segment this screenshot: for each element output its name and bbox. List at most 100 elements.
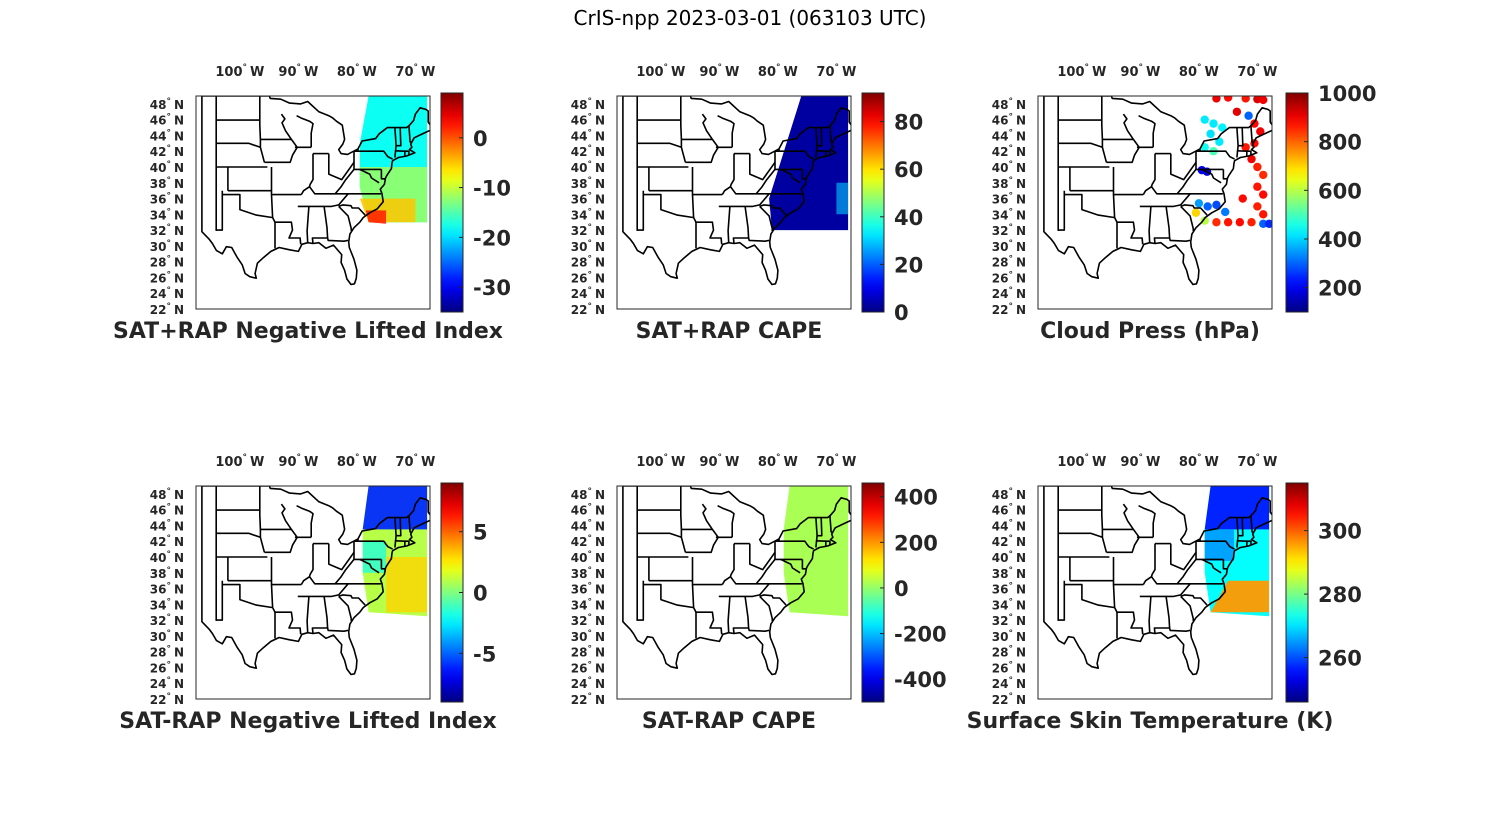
lat-tick-label: 44° N — [150, 518, 184, 533]
state-line — [732, 596, 750, 634]
state-line — [642, 190, 694, 219]
lat-tick-label: 28° N — [992, 255, 1026, 270]
state-line — [408, 515, 412, 534]
state-line — [270, 194, 302, 245]
map-panel-5: 100° W 90° W 80° W 70° W 48° N 46° N 44° N 42° N 40° N 38°… — [507, 446, 1111, 749]
colorbar-tick-label: 600 — [1318, 179, 1362, 203]
state-line — [270, 167, 302, 196]
colorbar-tick-label: 400 — [894, 486, 938, 510]
lat-tick-label: 36° N — [150, 192, 184, 207]
state-line — [1063, 190, 1115, 219]
data-point — [1264, 219, 1272, 228]
state-line — [297, 583, 349, 598]
data-layer — [769, 96, 849, 231]
state-line — [691, 167, 723, 196]
state-line — [1101, 139, 1108, 163]
state-line — [718, 193, 770, 208]
lat-tick-label: 22° N — [150, 302, 184, 317]
lat-tick-label: 48° N — [150, 487, 184, 502]
state-line — [1139, 193, 1191, 208]
lat-tick-label: 30° N — [150, 239, 184, 254]
state-line — [359, 558, 380, 574]
state-line — [642, 580, 694, 609]
state-line — [759, 595, 774, 621]
state-line — [759, 204, 787, 216]
lat-tick-label: 48° N — [150, 97, 184, 112]
data-point — [1259, 96, 1268, 105]
state-line — [270, 584, 302, 635]
state-line — [1150, 576, 1223, 585]
data-point — [1191, 208, 1201, 217]
state-line — [755, 168, 776, 195]
state-line — [1142, 153, 1156, 196]
panel-title: SAT-RAP CAPE — [641, 709, 817, 734]
data-swath — [386, 557, 428, 613]
state-line — [396, 517, 402, 537]
colorbar-tick-label: 20 — [894, 253, 923, 277]
state-line — [1122, 503, 1135, 530]
lat-tick-label: 40° N — [571, 550, 605, 565]
data-layer — [783, 486, 849, 617]
us-coastline — [201, 486, 430, 676]
lat-tick-label: 32° N — [992, 613, 1026, 628]
state-line — [380, 559, 386, 570]
data-point — [1259, 170, 1268, 180]
colorbar — [861, 482, 885, 703]
lat-tick-label: 42° N — [992, 534, 1026, 549]
lat-tick-label: 24° N — [150, 676, 184, 691]
state-line — [1246, 150, 1252, 156]
data-point — [1203, 202, 1212, 211]
state-line — [380, 169, 386, 180]
map-panel-2: 100° W 90° W 80° W 70° W 48° N 46° N 44° N 42° N 40° N 38°… — [507, 56, 1111, 359]
state-line — [258, 96, 292, 141]
state-line — [815, 517, 818, 548]
lat-tick-label: 44° N — [571, 128, 605, 143]
lat-tick-label: 38° N — [150, 176, 184, 191]
colorbar-tick-label: 40 — [894, 206, 923, 230]
map-svg: 100° W 90° W 80° W 70° W 48° N46° N44° N42° N40° N38°… — [571, 63, 923, 325]
lat-tick-label: 24° N — [992, 286, 1026, 301]
lat-tick-label: 34° N — [150, 207, 184, 222]
panel-title: SAT+RAP CAPE — [635, 319, 823, 344]
lat-tick-label: 30° N — [992, 239, 1026, 254]
figure-title: CrIS-npp 2023-03-01 (063103 UTC) — [573, 6, 927, 30]
lon-tick-label: 70° W — [395, 453, 435, 470]
state-line — [358, 150, 393, 160]
state-line — [829, 515, 833, 534]
data-point — [1253, 202, 1262, 211]
colorbar-tick-label: 0 — [894, 301, 909, 325]
lat-tick-label: 24° N — [571, 676, 605, 691]
state-line — [1058, 584, 1066, 621]
state-line — [779, 540, 814, 550]
lat-tick-label: 36° N — [992, 192, 1026, 207]
data-layer — [1191, 96, 1272, 228]
axes-frame — [616, 485, 852, 700]
lat-tick-label: 36° N — [992, 582, 1026, 597]
state-boundaries — [1043, 486, 1272, 676]
state-line — [637, 584, 645, 621]
state-line — [679, 486, 713, 531]
state-line — [338, 595, 353, 621]
state-line — [801, 559, 807, 570]
state-line — [1180, 594, 1208, 606]
data-point — [1259, 210, 1268, 219]
colorbar-tick-label: 260 — [1318, 647, 1362, 671]
lon-tick-label: 70° W — [1237, 453, 1277, 470]
state-line — [780, 558, 801, 574]
lat-tick-label: 32° N — [150, 223, 184, 238]
lat-tick-label: 28° N — [571, 645, 605, 660]
axes-frame — [195, 485, 431, 700]
lat-tick-label: 46° N — [150, 503, 184, 518]
map-svg: 100° W 90° W 80° W 70° W 48° N46° N44° N42° N40° N38°… — [150, 63, 511, 317]
lon-tick-label: 90° W — [278, 453, 318, 470]
state-line — [1142, 543, 1156, 586]
state-line — [1153, 596, 1171, 634]
colorbar-tick-label: 60 — [894, 158, 923, 182]
state-line — [404, 540, 410, 546]
colorbar-tick-label: 0 — [473, 582, 488, 606]
lat-tick-label: 46° N — [992, 503, 1026, 518]
data-point — [1253, 182, 1262, 191]
state-line — [1236, 517, 1239, 548]
state-line — [1139, 583, 1191, 598]
panel-title: Surface Skin Temperature (K) — [966, 709, 1334, 734]
